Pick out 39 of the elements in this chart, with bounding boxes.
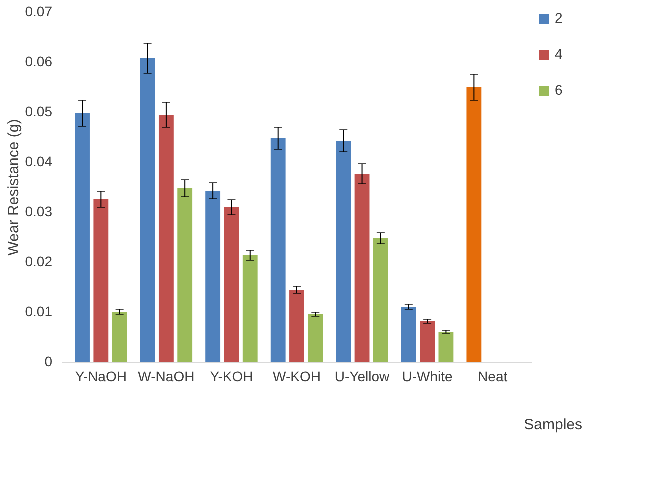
bar (112, 312, 128, 362)
y-tick-label: 0.07 (25, 4, 53, 20)
bar (290, 290, 304, 362)
bar (466, 88, 482, 362)
x-tick-label: W-KOH (273, 368, 321, 384)
y-axis-title: Wear Resistance (g) (5, 119, 22, 256)
x-tick-label: U-White (402, 368, 454, 384)
y-tick-label: 0.06 (25, 54, 53, 70)
y-tick-label: 0.02 (25, 254, 53, 270)
y-tick-label: 0.01 (25, 304, 53, 320)
y-tick-label: 0.04 (25, 154, 53, 170)
bar (178, 188, 193, 362)
bar (420, 322, 436, 362)
x-axis-title: Samples (524, 416, 582, 434)
bar (224, 208, 240, 362)
bar (94, 200, 109, 362)
bar (401, 307, 416, 362)
legend-label: 4 (555, 46, 563, 62)
x-tick-label: Neat (478, 368, 508, 384)
x-tick-label: W-NaOH (138, 368, 195, 384)
bar (242, 256, 258, 362)
bar (336, 141, 352, 362)
bar (75, 114, 90, 362)
y-tick-label: 0.03 (25, 204, 53, 220)
x-tick-label: Y-NaOH (75, 368, 127, 384)
bar (373, 238, 388, 362)
y-tick-label: 0.05 (25, 104, 53, 120)
bar (158, 115, 174, 362)
bar (270, 138, 286, 362)
bar (206, 191, 221, 362)
bar (308, 314, 324, 362)
x-tick-label: Y-KOH (210, 368, 254, 384)
legend-label: 2 (555, 10, 563, 26)
x-tick-label: U-Yellow (334, 368, 391, 384)
bar (438, 332, 454, 362)
y-tick-label: 0 (44, 354, 53, 370)
bar (354, 174, 370, 362)
legend-label: 6 (555, 82, 563, 98)
bar (140, 58, 156, 362)
